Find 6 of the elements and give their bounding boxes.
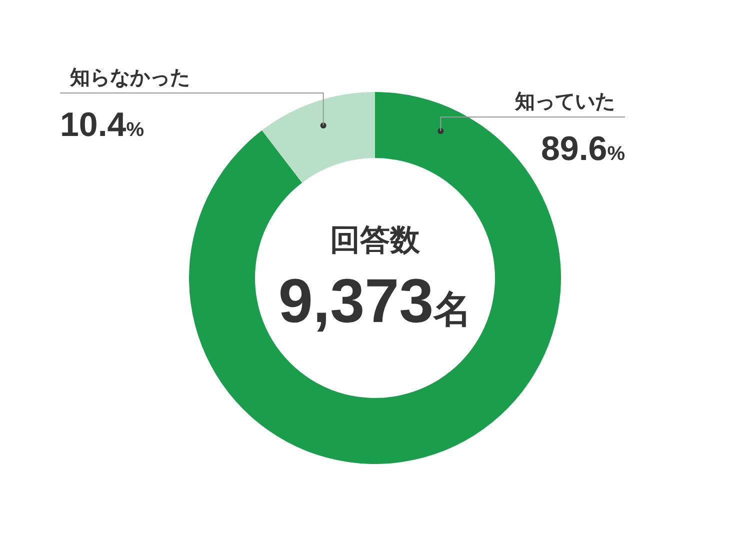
data-label: 89.6% — [541, 130, 626, 168]
text: 9,373名 — [278, 267, 472, 336]
slice-label: 知っていた — [514, 91, 615, 113]
text: 回答数 — [330, 224, 421, 257]
data-label: 10.4% — [60, 106, 144, 144]
slice-label: 知らなかった — [69, 67, 190, 89]
